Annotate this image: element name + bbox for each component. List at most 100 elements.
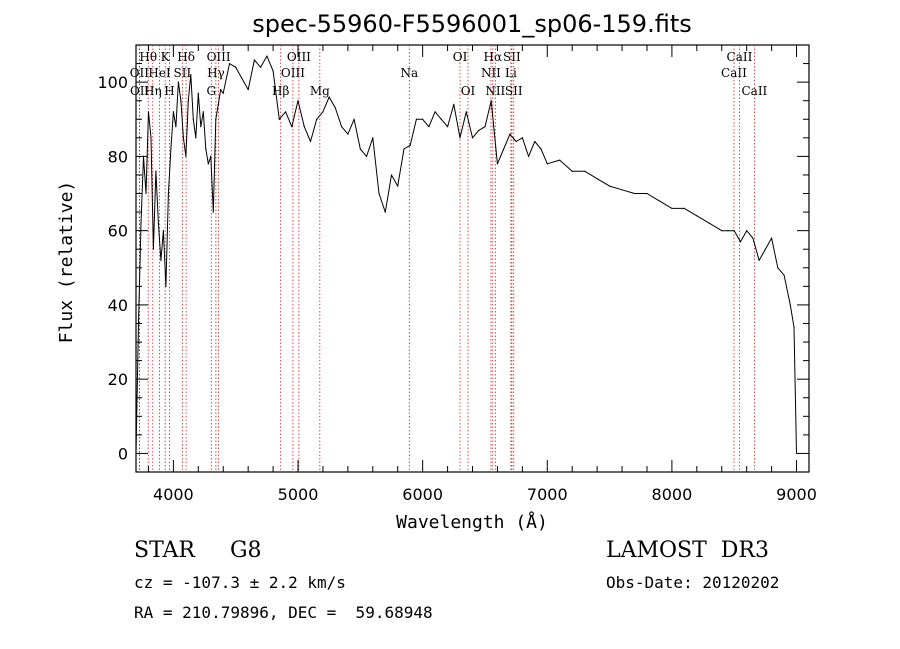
flux-point — [291, 126, 293, 128]
flux-point — [195, 137, 197, 139]
line-label: NII — [485, 84, 505, 98]
flux-point — [708, 222, 710, 224]
line-label: Hγ — [207, 66, 225, 80]
x-tick-label: 7000 — [527, 485, 568, 504]
flux-point — [365, 155, 368, 157]
flux-point — [322, 111, 324, 113]
flux-point — [217, 103, 219, 106]
line-label: CaII — [727, 50, 753, 64]
line-label: SII — [503, 50, 521, 64]
flux-point — [521, 137, 523, 139]
flux-point — [145, 192, 147, 195]
flux-point — [162, 230, 165, 232]
flux-point — [683, 207, 685, 209]
flux-point — [192, 118, 194, 120]
line-label: K — [161, 50, 171, 64]
y-tick-label: 100 — [97, 73, 128, 92]
flux-point — [795, 452, 798, 455]
flux-point — [152, 248, 155, 250]
line-label: G — [206, 84, 216, 98]
flux-point — [150, 137, 152, 139]
line-label: SII — [505, 84, 523, 98]
redshift-label: cz = -107.3 ± 2.2 km/s — [134, 573, 346, 592]
flux-point — [185, 155, 187, 157]
flux-point — [758, 259, 760, 261]
flux-point — [284, 111, 287, 113]
x-tick-label: 8000 — [652, 485, 693, 504]
flux-point — [764, 248, 766, 250]
line-label: OI — [461, 84, 476, 98]
flux-point — [534, 140, 536, 143]
flux-point — [509, 133, 511, 135]
flux-point — [175, 126, 177, 128]
x-tick-label: 4000 — [153, 485, 194, 504]
flux-point — [727, 230, 729, 232]
flux-point — [415, 118, 418, 120]
flux-point — [155, 170, 157, 172]
y-tick-label: 40 — [108, 296, 128, 315]
flux-point — [309, 140, 312, 143]
flux-line — [135, 55, 797, 454]
flux-point — [490, 100, 492, 102]
flux-point — [671, 207, 673, 209]
flux-point — [347, 133, 349, 135]
flux-point — [260, 66, 262, 68]
flux-point — [721, 230, 723, 232]
y-axis-label: Flux (relative) — [56, 181, 77, 344]
x-tick-label: 6000 — [402, 485, 443, 504]
flux-point — [465, 111, 467, 113]
flux-point — [403, 148, 405, 150]
flux-point — [752, 237, 754, 239]
flux-point — [228, 62, 231, 65]
flux-point — [515, 140, 517, 143]
flux-point — [202, 111, 204, 113]
flux-point — [453, 103, 455, 106]
flux-point — [172, 111, 174, 113]
flux-point — [571, 170, 573, 172]
flux-point — [182, 137, 184, 139]
flux-point — [633, 192, 636, 195]
flux-point — [200, 126, 202, 128]
flux-point — [303, 126, 305, 128]
flux-point — [559, 159, 561, 161]
classification-label: STAR G8 — [134, 538, 262, 563]
flux-point — [596, 178, 598, 180]
flux-point — [440, 118, 442, 120]
flux-point — [180, 100, 182, 102]
flux-point — [584, 170, 586, 172]
flux-point — [341, 126, 343, 128]
flux-point — [353, 118, 355, 120]
y-tick-label: 60 — [108, 222, 128, 241]
flux-point — [608, 185, 611, 187]
flux-point — [621, 189, 623, 191]
y-tick-label: 80 — [108, 147, 128, 166]
flux-point — [471, 137, 474, 139]
coordinates-label: RA = 210.79896, DEC = 59.68948 — [134, 603, 433, 622]
flux-point — [190, 74, 192, 76]
flux-point — [157, 222, 160, 224]
flux-point — [771, 237, 773, 239]
flux-point — [177, 81, 179, 83]
flux-point — [247, 88, 249, 91]
flux-point — [253, 59, 255, 61]
flux-point — [484, 126, 486, 128]
flux-point — [140, 222, 142, 224]
flux-point — [372, 137, 374, 139]
flux-point — [334, 107, 337, 109]
flux-point — [646, 192, 648, 195]
chart-title: spec-55960-F5596001_sp06-159.fits — [252, 10, 691, 38]
line-label: H — [164, 84, 174, 98]
line-label: CaII — [741, 84, 767, 98]
flux-point — [278, 118, 280, 120]
flux-point — [170, 148, 172, 150]
flux-point — [397, 185, 399, 187]
flux-point — [210, 155, 212, 157]
flux-point — [384, 211, 386, 213]
flux-point — [359, 148, 361, 150]
flux-point — [378, 192, 380, 195]
flux-point — [478, 129, 480, 131]
line-label: OI — [453, 50, 468, 64]
line-label: SII — [174, 66, 192, 80]
flux-point — [496, 163, 499, 165]
